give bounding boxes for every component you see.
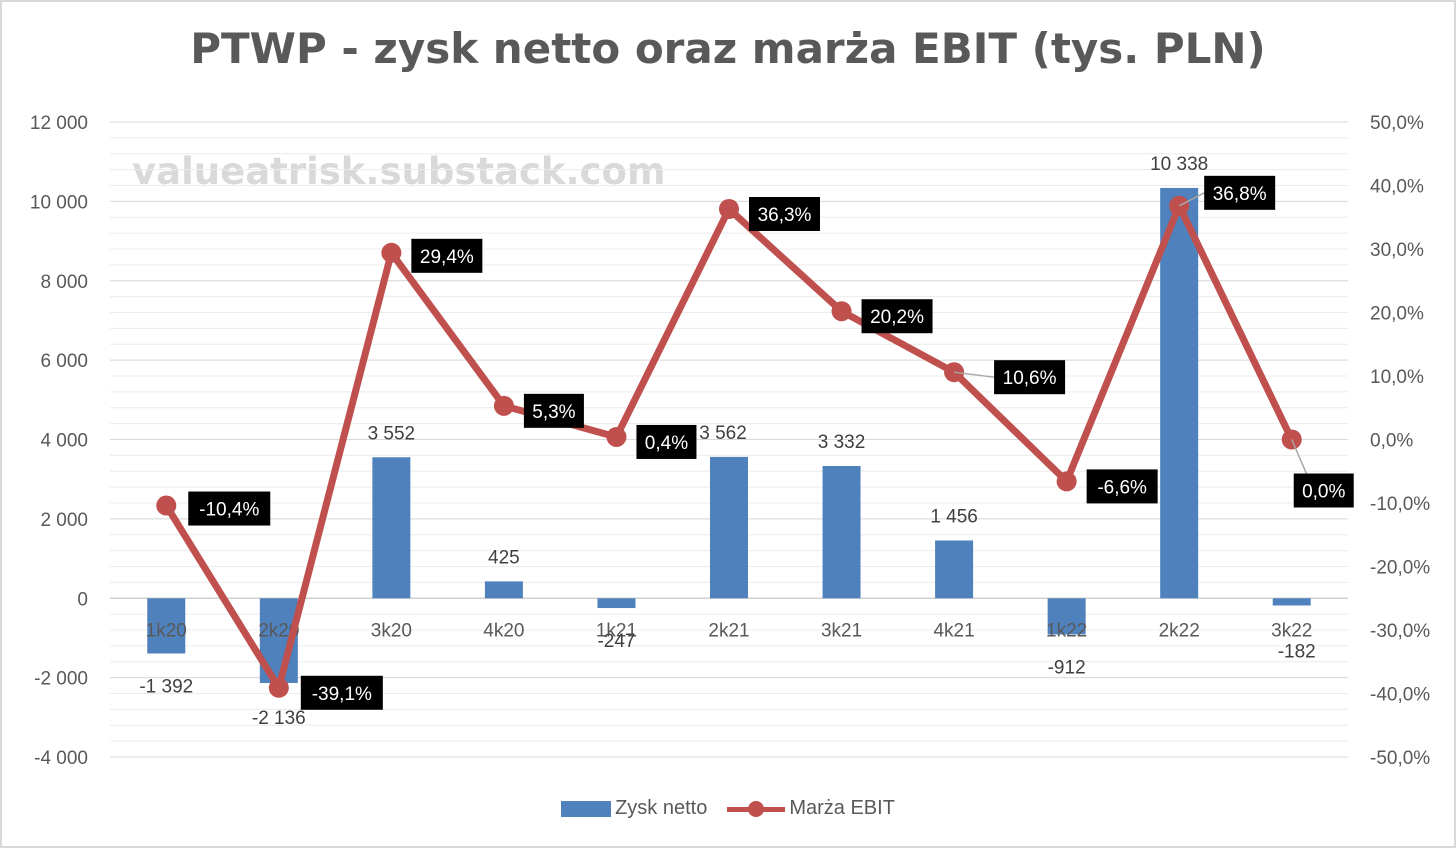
bar-value-label: 425 [488,547,520,568]
line-label-box [411,238,483,273]
line-value-label: 0,4% [645,433,688,454]
bar-zysk-netto [147,598,186,654]
line-value-label: -6,6% [1097,477,1147,498]
marker-marza-ebit [493,395,514,416]
line-value-label: -10,4% [199,500,259,521]
line-label-box [1293,473,1354,508]
category-label: 3k22 [1271,620,1312,641]
bar-value-label: 3 552 [368,423,416,444]
right-tick-label: 10,0% [1370,367,1424,388]
bar-value-label: -2 136 [252,708,306,729]
left-tick-label: -2 000 [34,669,88,690]
category-label: 2k21 [708,620,749,641]
line-label-box [749,196,820,231]
left-tick-label: 2 000 [40,510,88,531]
category-label: 3k20 [371,620,412,641]
left-tick-label: -4 000 [34,748,88,769]
bar-value-label: -912 [1048,657,1086,678]
category-label: 3k21 [821,620,862,641]
right-tick-label: -40,0% [1370,685,1430,706]
category-label: 4k20 [483,620,524,641]
left-tick-label: 10 000 [30,192,88,213]
bar-zysk-netto [935,540,974,599]
bar-value-label: 10 338 [1150,154,1208,175]
chart-legend: Zysk netto Marża EBIT [2,797,1454,820]
bar-value-label: 1 456 [930,506,978,527]
left-tick-label: 12 000 [30,113,88,134]
right-tick-label: 30,0% [1370,240,1424,261]
category-label: 1k20 [146,620,187,641]
line-label-box [636,424,697,459]
bar-zysk-netto [372,457,411,599]
marker-marza-ebit [268,677,289,698]
right-tick-label: -20,0% [1370,558,1430,579]
line-value-label: 20,2% [870,307,924,328]
left-tick-label: 4 000 [40,431,88,452]
line-label-box [994,360,1066,395]
bar-zysk-netto [710,456,748,599]
marker-marza-ebit [381,242,402,263]
category-label: 1k22 [1046,620,1087,641]
left-tick-label: 6 000 [40,351,88,372]
right-tick-label: 40,0% [1370,177,1424,198]
line-label-box [188,491,271,526]
right-tick-label: -50,0% [1370,748,1430,769]
marker-marza-ebit [1056,471,1077,492]
line-value-label: 29,4% [420,247,474,268]
line-value-label: -39,1% [312,684,372,705]
right-tick-label: 0,0% [1370,431,1413,452]
line-value-label: 5,3% [532,402,575,423]
bar-value-label: -182 [1278,641,1316,662]
label-leader-line [953,371,995,378]
line-value-label: 36,8% [1213,184,1267,205]
line-marza-ebit [162,202,1296,692]
left-tick-label: 8 000 [40,272,88,293]
bar-zysk-netto [597,598,636,609]
bar-zysk-netto [484,581,523,599]
bar-value-label: 3 562 [699,423,747,444]
legend-label-zysk-netto: Zysk netto [615,797,708,819]
right-tick-label: -30,0% [1370,621,1430,642]
bar-zysk-netto [1160,187,1199,599]
line-label-box [300,675,383,710]
marker-marza-ebit [156,495,177,516]
label-leader-line [1178,192,1205,207]
bar-value-label: 3 332 [818,432,866,453]
legend-swatch-line [727,800,786,817]
left-tick-label: 0 [77,589,88,610]
line-label-box [523,393,584,428]
line-label-box [1204,175,1276,210]
legend-item-marza-ebit: Marża EBIT [727,797,895,820]
legend-swatch-bar [561,800,612,817]
bar-value-label: -1 392 [139,676,193,697]
bar-zysk-netto [1047,598,1086,635]
line-label-box [861,299,933,334]
marker-marza-ebit [606,426,627,447]
bar-zysk-netto [1272,598,1311,606]
category-label: 1k21 [596,620,637,641]
line-label-box [1086,469,1158,504]
line-value-label: 10,6% [1003,368,1057,389]
line-value-label: 36,3% [758,205,812,226]
chart-title: PTWP - zysk netto oraz marża EBIT (tys. … [190,24,1266,73]
category-label: 4k21 [933,620,974,641]
marker-marza-ebit [719,198,739,219]
bar-zysk-netto [822,466,861,599]
right-tick-label: 20,0% [1370,304,1424,325]
line-value-label: 0,0% [1302,482,1345,503]
category-label: 2k22 [1159,620,1200,641]
marker-marza-ebit [831,301,852,322]
legend-item-zysk-netto: Zysk netto [561,797,707,820]
bar-value-label: -247 [597,631,635,652]
right-tick-label: -10,0% [1370,494,1430,515]
right-tick-label: 50,0% [1370,113,1424,134]
legend-label-marza-ebit: Marża EBIT [789,797,895,819]
